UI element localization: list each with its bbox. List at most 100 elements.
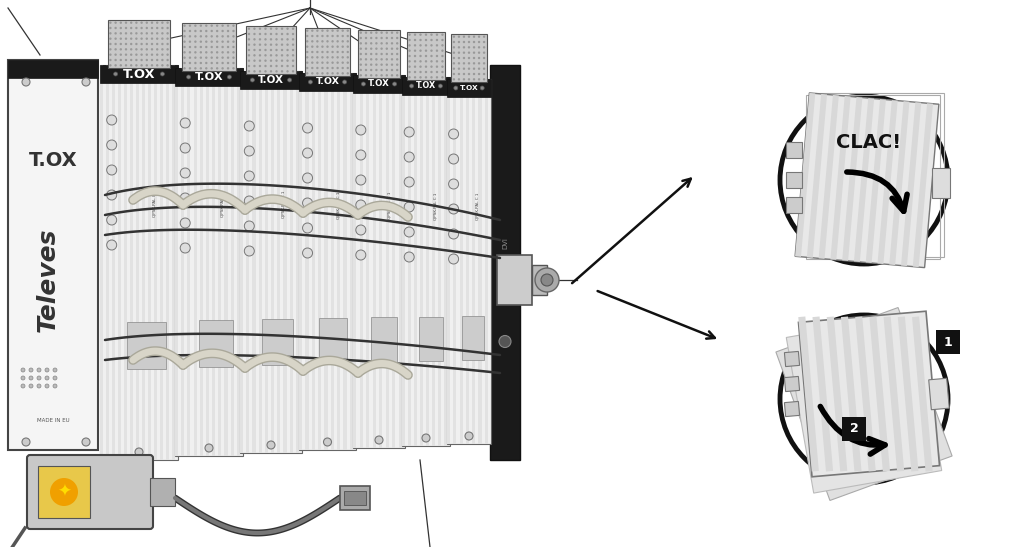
Circle shape: [473, 51, 476, 54]
Circle shape: [183, 30, 186, 32]
Polygon shape: [182, 23, 236, 71]
Circle shape: [316, 30, 318, 32]
Circle shape: [275, 54, 277, 56]
Circle shape: [264, 33, 267, 35]
Bar: [353, 75, 356, 448]
Circle shape: [232, 51, 234, 54]
Circle shape: [316, 51, 318, 53]
Text: ✦: ✦: [57, 483, 71, 501]
Polygon shape: [358, 30, 400, 78]
Circle shape: [365, 58, 367, 61]
Circle shape: [145, 54, 148, 56]
Circle shape: [120, 21, 122, 24]
Circle shape: [115, 37, 117, 40]
Circle shape: [281, 60, 283, 62]
Circle shape: [462, 78, 465, 80]
Bar: [414, 77, 417, 446]
Circle shape: [286, 49, 288, 51]
Circle shape: [321, 61, 323, 64]
Circle shape: [454, 86, 458, 90]
Text: QPSK-PAL C 1: QPSK-PAL C 1: [281, 191, 285, 218]
Bar: [240, 71, 302, 89]
Circle shape: [232, 46, 234, 48]
Polygon shape: [240, 71, 302, 453]
Text: T.OX: T.OX: [368, 79, 390, 89]
Circle shape: [478, 36, 480, 38]
Circle shape: [396, 58, 398, 61]
Circle shape: [270, 27, 272, 30]
Circle shape: [386, 42, 388, 44]
Circle shape: [281, 70, 283, 73]
Text: T.OX: T.OX: [416, 82, 436, 90]
Circle shape: [342, 56, 344, 59]
Circle shape: [150, 59, 153, 61]
Bar: [444, 77, 447, 446]
Circle shape: [457, 46, 460, 49]
Circle shape: [232, 30, 234, 32]
Circle shape: [125, 59, 127, 61]
Circle shape: [347, 56, 349, 59]
Circle shape: [326, 30, 328, 32]
Circle shape: [360, 48, 362, 50]
Circle shape: [227, 35, 229, 38]
Circle shape: [473, 57, 476, 59]
Circle shape: [254, 60, 256, 62]
Circle shape: [449, 154, 458, 164]
Circle shape: [408, 44, 411, 46]
Circle shape: [211, 56, 213, 59]
Circle shape: [449, 229, 458, 239]
Circle shape: [106, 140, 117, 150]
Circle shape: [381, 53, 383, 55]
Polygon shape: [884, 317, 904, 472]
Bar: [199, 68, 203, 456]
Bar: [490, 65, 520, 460]
Circle shape: [189, 67, 191, 69]
Circle shape: [303, 123, 313, 133]
Circle shape: [130, 54, 132, 56]
Circle shape: [441, 71, 444, 73]
Circle shape: [109, 54, 112, 56]
Circle shape: [232, 25, 234, 27]
Polygon shape: [8, 60, 98, 450]
Circle shape: [308, 80, 312, 84]
Circle shape: [311, 67, 313, 69]
Circle shape: [337, 51, 339, 53]
Text: T.OX: T.OX: [459, 85, 479, 91]
Circle shape: [264, 70, 267, 73]
Text: QPSK-PAL C 1: QPSK-PAL C 1: [476, 193, 480, 220]
Circle shape: [205, 51, 208, 54]
Circle shape: [167, 37, 169, 40]
Circle shape: [281, 33, 283, 35]
Circle shape: [370, 74, 372, 77]
Circle shape: [483, 36, 485, 38]
Bar: [465, 79, 469, 444]
Circle shape: [292, 54, 295, 56]
Circle shape: [45, 368, 49, 372]
Polygon shape: [247, 26, 296, 74]
Circle shape: [408, 39, 411, 41]
Circle shape: [145, 59, 148, 61]
Circle shape: [254, 33, 256, 35]
Bar: [462, 316, 485, 360]
Bar: [402, 77, 405, 446]
Circle shape: [381, 74, 383, 77]
Text: MADE IN EU: MADE IN EU: [37, 417, 70, 422]
Circle shape: [331, 61, 333, 64]
Circle shape: [356, 200, 366, 210]
Bar: [253, 71, 256, 453]
Circle shape: [365, 69, 367, 71]
Bar: [136, 65, 139, 460]
Circle shape: [259, 27, 261, 30]
Circle shape: [29, 368, 33, 372]
Circle shape: [436, 71, 438, 73]
Circle shape: [109, 64, 112, 67]
Circle shape: [462, 51, 465, 54]
Circle shape: [150, 64, 153, 67]
Circle shape: [342, 67, 344, 69]
Circle shape: [468, 73, 471, 75]
Circle shape: [408, 66, 411, 68]
Circle shape: [365, 37, 367, 39]
Circle shape: [391, 53, 393, 55]
Circle shape: [270, 43, 272, 46]
Circle shape: [199, 62, 202, 64]
